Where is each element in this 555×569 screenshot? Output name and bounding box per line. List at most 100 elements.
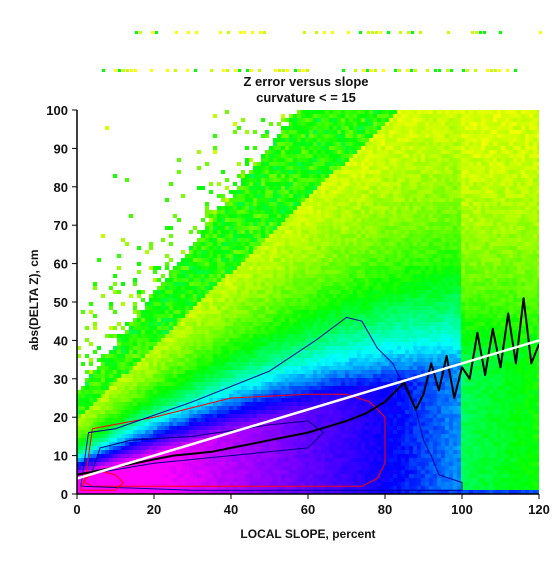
heat-cell — [309, 294, 313, 298]
heat-cell — [269, 254, 273, 258]
heat-cell — [297, 230, 301, 234]
heat-cell — [165, 366, 169, 370]
heat-cell — [269, 226, 273, 230]
heat-cell — [149, 426, 153, 430]
heat-cell — [245, 458, 249, 462]
heat-cell — [317, 122, 321, 126]
heat-cell — [209, 210, 213, 214]
heat-cell — [341, 418, 345, 422]
heat-cell — [209, 322, 213, 326]
heat-cell — [345, 438, 349, 442]
heat-cell — [289, 258, 293, 262]
heat-cell — [313, 330, 317, 334]
heat-cell — [341, 178, 345, 182]
heat-cell — [133, 450, 137, 454]
heat-cell — [301, 142, 305, 146]
heat-cell — [313, 230, 317, 234]
heat-cell — [173, 490, 177, 494]
heat-cell — [273, 138, 277, 142]
heat-cell — [341, 170, 345, 174]
heat-cell — [129, 334, 133, 338]
heat-cell — [197, 446, 201, 450]
heat-cell — [113, 446, 117, 450]
heat-cell — [305, 478, 309, 482]
heat-cell — [293, 222, 297, 226]
heat-cell — [257, 314, 261, 318]
speck — [490, 69, 493, 72]
heat-cell — [301, 186, 305, 190]
heat-cell — [249, 170, 253, 174]
heat-cell — [273, 158, 277, 162]
heat-cell — [325, 442, 329, 446]
heat-cell — [225, 290, 229, 294]
heat-cell — [321, 230, 325, 234]
heat-cell — [153, 446, 157, 450]
heat-cell — [125, 362, 129, 366]
heat-cell — [297, 482, 301, 486]
heat-cell — [121, 282, 125, 286]
heat-cell — [345, 366, 349, 370]
heat-cell — [141, 446, 145, 450]
heat-cell — [333, 394, 337, 398]
heat-cell — [317, 434, 321, 438]
heat-cell — [233, 330, 237, 334]
heat-cell — [325, 414, 329, 418]
heat-cell — [281, 298, 285, 302]
heat-cell — [277, 438, 281, 442]
heat-cell — [241, 338, 245, 342]
heat-cell — [349, 118, 353, 122]
heat-cell — [169, 390, 173, 394]
heat-cell — [141, 402, 145, 406]
heat-cell — [237, 466, 241, 470]
heat-cell — [289, 254, 293, 258]
heat-cell — [305, 450, 309, 454]
heat-cell — [253, 466, 257, 470]
heat-cell — [297, 198, 301, 202]
heat-cell — [317, 486, 321, 490]
heat-cell — [225, 450, 229, 454]
heat-cell — [117, 406, 121, 410]
heat-cell — [161, 490, 165, 494]
heat-cell — [269, 186, 273, 190]
heat-cell — [325, 438, 329, 442]
heat-cell — [285, 334, 289, 338]
heat-cell — [353, 290, 357, 294]
heat-cell — [181, 478, 185, 482]
heat-cell — [113, 418, 117, 422]
heat-cell — [217, 326, 221, 330]
heat-cell — [325, 410, 329, 414]
heat-cell — [317, 346, 321, 350]
heat-cell — [173, 318, 177, 322]
heat-cell — [193, 474, 197, 478]
heat-cell — [97, 402, 101, 406]
heat-cell — [77, 398, 81, 402]
heat-cell — [309, 194, 313, 198]
heat-cell — [85, 354, 89, 358]
heat-cell — [201, 246, 205, 250]
heat-cell — [329, 430, 333, 434]
heat-cell — [317, 182, 321, 186]
heat-cell — [197, 150, 201, 154]
heat-cell — [181, 286, 185, 290]
heat-cell — [341, 206, 345, 210]
heat-cell — [273, 318, 277, 322]
heat-cell — [345, 154, 349, 158]
heat-cell — [305, 242, 309, 246]
heat-cell — [93, 458, 97, 462]
heat-cell — [293, 446, 297, 450]
heat-cell — [241, 486, 245, 490]
heat-cell — [321, 330, 325, 334]
heat-cell — [269, 366, 273, 370]
heat-cell — [277, 142, 281, 146]
heat-cell — [97, 378, 101, 382]
heat-cell — [293, 490, 297, 494]
heat-cell — [149, 390, 153, 394]
heat-cell — [325, 138, 329, 142]
heat-cell — [125, 330, 129, 334]
heat-cell — [149, 446, 153, 450]
heat-cell — [197, 406, 201, 410]
heat-cell — [245, 450, 249, 454]
speck — [294, 69, 297, 72]
heat-cell — [269, 454, 273, 458]
heat-cell — [177, 470, 181, 474]
